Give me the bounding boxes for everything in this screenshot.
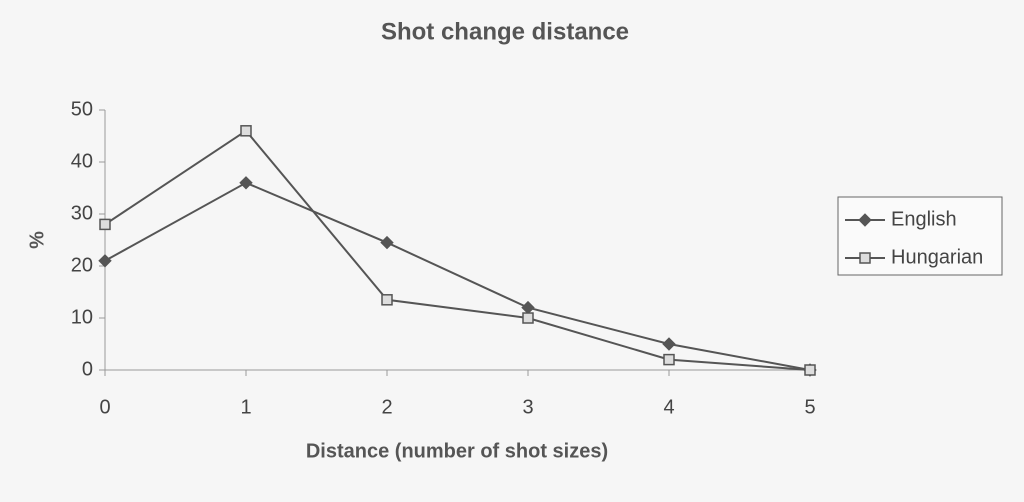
x-tick-label: 5 xyxy=(804,396,815,418)
y-tick-label: 40 xyxy=(71,150,93,172)
y-tick-label: 0 xyxy=(82,358,93,380)
point xyxy=(804,364,816,376)
point xyxy=(663,353,675,366)
point xyxy=(98,254,112,268)
point xyxy=(662,337,676,351)
legend-marker xyxy=(859,252,871,264)
series-line xyxy=(104,181,811,371)
x-tick-label: 0 xyxy=(99,396,110,418)
y-tick-label: 50 xyxy=(71,98,93,120)
point xyxy=(381,294,393,306)
y-tick-label: 30 xyxy=(71,202,93,224)
series-line xyxy=(104,129,811,371)
x-tick-label: 4 xyxy=(663,396,674,418)
y-tick-label: 20 xyxy=(71,254,93,276)
y-axis-label: % xyxy=(26,231,48,249)
legend-label: English xyxy=(891,208,957,230)
chart-title: Shot change distance xyxy=(381,18,629,45)
x-tick-label: 1 xyxy=(240,396,251,418)
y-tick-label: 10 xyxy=(71,306,93,328)
x-axis-label: Distance (number of shot sizes) xyxy=(306,440,608,462)
point xyxy=(239,176,253,190)
point xyxy=(99,218,111,231)
point xyxy=(380,235,394,250)
point xyxy=(240,125,252,137)
x-tick-label: 2 xyxy=(381,396,392,418)
legend-marker xyxy=(858,213,872,227)
legend-label: Hungarian xyxy=(891,246,983,268)
x-tick-label: 3 xyxy=(522,396,533,418)
point xyxy=(522,312,534,324)
